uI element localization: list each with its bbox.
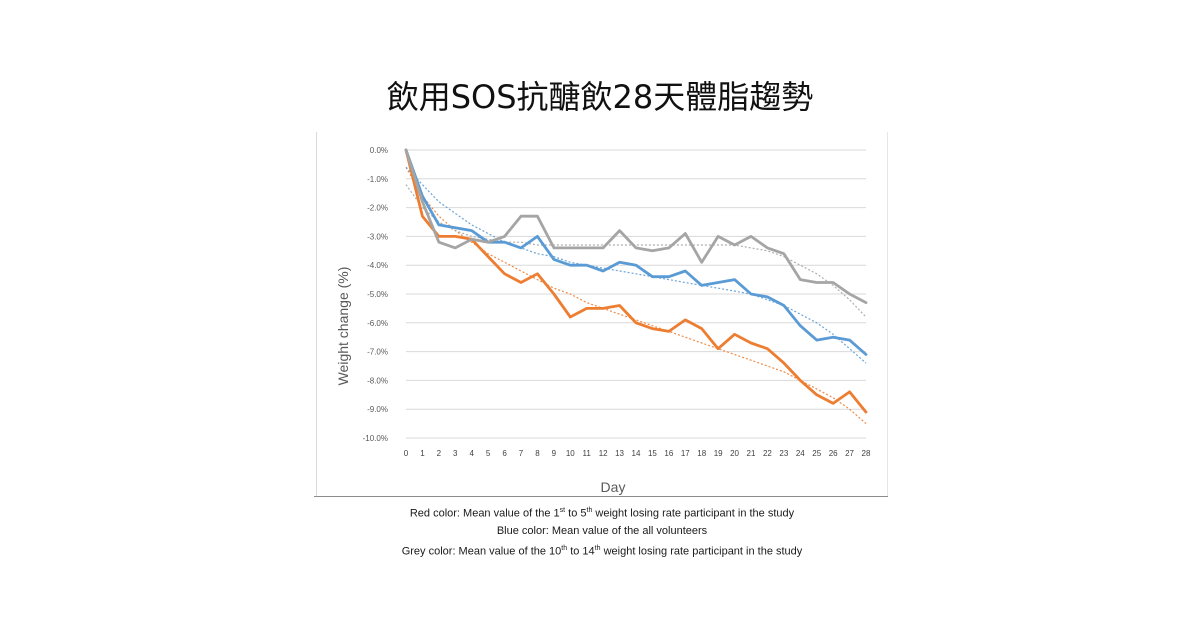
y-tick-label: -4.0% — [367, 261, 388, 270]
x-tick-label: 4 — [469, 449, 474, 458]
figure-divider — [314, 496, 888, 497]
caption-grey: Grey color: Mean value of the 10th to 14… — [401, 544, 803, 558]
x-tick-label: 15 — [648, 449, 657, 458]
x-tick-label: 18 — [697, 449, 706, 458]
series-line — [404, 148, 868, 356]
x-tick-label: 2 — [437, 449, 442, 458]
x-tick-label: 14 — [632, 449, 641, 458]
trendline — [405, 184, 867, 318]
x-tick-label: 6 — [502, 449, 507, 458]
x-tick-label: 11 — [583, 449, 592, 458]
x-tick-label: 19 — [714, 449, 723, 458]
chart-figure: 0.0% -1.0% -2.0% -3.0% -4.0% -5.0% -6.0% -7.0% -… — [314, 124, 888, 564]
x-tick-label: 10 — [566, 449, 575, 458]
y-tick-label: -2.0% — [367, 204, 388, 213]
x-tick-label: 20 — [730, 449, 739, 458]
x-tick-label: 5 — [486, 449, 491, 458]
x-tick-label: 25 — [812, 449, 821, 458]
x-tick-label: 7 — [519, 449, 524, 458]
y-tick-label: -9.0% — [367, 405, 388, 414]
trendline — [405, 166, 867, 364]
x-tick-label: 27 — [845, 449, 854, 458]
series-line — [404, 148, 868, 304]
x-tick-label: 23 — [779, 449, 788, 458]
x-tick-label: 21 — [747, 449, 756, 458]
caption-blue: Blue color: Mean value of the all volunt… — [496, 524, 708, 537]
trendline — [405, 167, 867, 425]
x-tick-label: 26 — [829, 449, 838, 458]
y-axis-label: Weight change (%) — [335, 267, 351, 386]
x-tick-label: 22 — [763, 449, 772, 458]
y-tick-label: -7.0% — [367, 348, 388, 357]
y-tick-label: -3.0% — [367, 232, 388, 241]
x-axis-label: Day — [601, 479, 626, 495]
y-tick-label: -8.0% — [367, 376, 388, 385]
chart-caption: Red color: Mean value of the 1st to 5th … — [316, 502, 888, 560]
y-tick-label: -6.0% — [367, 319, 388, 328]
weight-change-chart: 0.0% -1.0% -2.0% -3.0% -4.0% -5.0% -6.0% -7.0% -… — [335, 146, 871, 495]
x-tick-label: 3 — [453, 449, 458, 458]
x-tick-label: 16 — [664, 449, 673, 458]
page-title: 飲用SOS抗醣飲28天體脂趨勢 — [386, 78, 814, 116]
y-tick-label: 0.0% — [370, 146, 388, 155]
series-line — [404, 148, 868, 414]
x-tick-label: 17 — [681, 449, 690, 458]
x-tick-label: 28 — [862, 449, 871, 458]
y-tick-label: -5.0% — [367, 290, 388, 299]
x-tick-label: 13 — [615, 449, 624, 458]
chart-frame — [316, 132, 888, 496]
x-tick-label: 24 — [796, 449, 805, 458]
x-tick-label: 12 — [599, 449, 608, 458]
y-tick-label: -1.0% — [367, 175, 388, 184]
x-tick-label: 0 — [404, 449, 409, 458]
x-tick-label: 8 — [535, 449, 540, 458]
caption-red: Red color: Mean value of the 1st to 5th … — [409, 507, 795, 520]
x-tick-label: 1 — [420, 449, 425, 458]
y-tick-label: -10.0% — [363, 434, 388, 443]
x-tick-label: 9 — [552, 449, 557, 458]
